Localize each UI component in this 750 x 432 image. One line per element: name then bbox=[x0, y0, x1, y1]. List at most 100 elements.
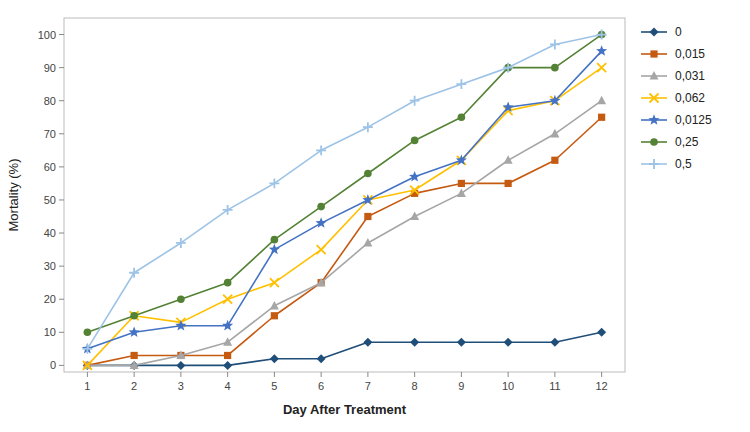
point-marker bbox=[176, 351, 185, 360]
point-marker bbox=[503, 63, 513, 73]
point-marker bbox=[504, 155, 513, 164]
series-line bbox=[87, 332, 601, 365]
point-marker bbox=[364, 170, 372, 178]
series-line bbox=[87, 68, 601, 366]
point-marker bbox=[317, 245, 326, 254]
point-marker bbox=[84, 328, 92, 336]
point-marker bbox=[223, 205, 233, 215]
point-marker bbox=[551, 157, 558, 164]
y-tick bbox=[59, 100, 64, 101]
point-marker bbox=[176, 238, 186, 248]
legend-swatch-marker bbox=[650, 94, 659, 103]
point-marker bbox=[269, 178, 279, 188]
point-marker bbox=[130, 311, 139, 320]
point-marker bbox=[505, 180, 512, 187]
legend-label: 0,031 bbox=[675, 69, 705, 83]
legend-swatch-marker bbox=[649, 159, 659, 169]
point-marker bbox=[411, 137, 419, 145]
point-marker bbox=[458, 113, 466, 121]
y-tick bbox=[59, 166, 64, 167]
series bbox=[82, 45, 607, 353]
legend-swatch-marker bbox=[650, 28, 659, 37]
chart-container: 1234567891011120102030405060708090100Day… bbox=[0, 0, 750, 432]
plot-frame bbox=[64, 18, 625, 372]
y-tick-label: 60 bbox=[44, 161, 56, 173]
chart-svg: 1234567891011120102030405060708090100Day… bbox=[0, 0, 750, 432]
x-tick-label: 5 bbox=[271, 380, 277, 392]
point-marker bbox=[549, 95, 560, 106]
x-tick bbox=[321, 372, 322, 377]
point-marker bbox=[223, 337, 232, 346]
point-marker bbox=[317, 354, 326, 363]
y-axis-label: Mortality (%) bbox=[6, 159, 21, 232]
y-tick-label: 80 bbox=[44, 95, 56, 107]
x-tick bbox=[274, 372, 275, 377]
point-marker bbox=[223, 295, 232, 304]
point-marker bbox=[364, 213, 371, 220]
point-marker bbox=[270, 278, 279, 287]
y-tick-label: 10 bbox=[44, 326, 56, 338]
series bbox=[84, 31, 606, 336]
y-tick bbox=[59, 67, 64, 68]
point-marker bbox=[130, 360, 139, 369]
point-marker bbox=[410, 212, 419, 221]
legend-swatch-marker bbox=[650, 50, 657, 57]
point-marker bbox=[175, 320, 186, 331]
point-marker bbox=[410, 96, 420, 106]
point-marker bbox=[82, 343, 93, 354]
point-marker bbox=[82, 344, 92, 354]
point-marker bbox=[271, 236, 279, 244]
point-marker bbox=[410, 186, 419, 195]
series-line bbox=[87, 101, 601, 366]
legend-label: 0,25 bbox=[675, 135, 699, 149]
point-marker bbox=[456, 154, 467, 165]
x-tick bbox=[367, 372, 368, 377]
y-tick-label: 90 bbox=[44, 62, 56, 74]
legend-swatch-marker bbox=[648, 114, 659, 125]
x-tick-label: 1 bbox=[84, 380, 90, 392]
point-marker bbox=[409, 171, 420, 182]
point-marker bbox=[457, 188, 466, 197]
point-marker bbox=[177, 295, 185, 303]
point-marker bbox=[317, 203, 325, 211]
y-tick-label: 40 bbox=[44, 227, 56, 239]
y-tick-label: 0 bbox=[50, 359, 56, 371]
legend-label: 0,0125 bbox=[675, 113, 712, 127]
point-marker bbox=[270, 354, 279, 363]
point-marker bbox=[316, 145, 326, 155]
y-tick-label: 70 bbox=[44, 128, 56, 140]
x-axis-label: Day After Treatment bbox=[283, 402, 407, 417]
x-tick-label: 8 bbox=[412, 380, 418, 392]
y-tick bbox=[59, 365, 64, 366]
y-tick bbox=[59, 299, 64, 300]
point-marker bbox=[504, 338, 513, 347]
point-marker bbox=[363, 238, 372, 247]
point-marker bbox=[269, 244, 280, 255]
point-marker bbox=[129, 268, 139, 278]
point-marker bbox=[224, 352, 231, 359]
point-marker bbox=[597, 96, 606, 105]
point-marker bbox=[551, 64, 559, 72]
series bbox=[83, 63, 606, 370]
legend-swatch-marker bbox=[650, 138, 658, 146]
y-tick-label: 100 bbox=[38, 29, 56, 41]
y-tick bbox=[59, 266, 64, 267]
series-line bbox=[87, 35, 601, 349]
point-marker bbox=[316, 217, 327, 228]
point-marker bbox=[597, 63, 606, 72]
point-marker bbox=[222, 320, 233, 331]
point-marker bbox=[83, 361, 92, 370]
plot-area bbox=[82, 30, 607, 370]
point-marker bbox=[270, 301, 279, 310]
point-marker bbox=[131, 352, 138, 359]
axes: 1234567891011120102030405060708090100 bbox=[38, 29, 608, 392]
point-marker bbox=[363, 122, 373, 132]
x-tick bbox=[414, 372, 415, 377]
x-tick-label: 3 bbox=[178, 380, 184, 392]
x-tick bbox=[508, 372, 509, 377]
x-tick-label: 10 bbox=[502, 380, 514, 392]
point-marker bbox=[176, 361, 185, 370]
x-tick bbox=[461, 372, 462, 377]
x-tick bbox=[601, 372, 602, 377]
point-marker bbox=[362, 194, 373, 205]
